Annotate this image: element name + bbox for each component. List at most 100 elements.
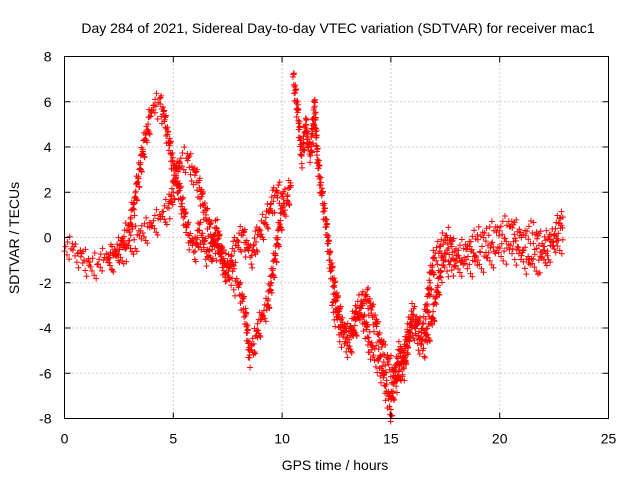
- data-marker: [404, 351, 411, 358]
- data-marker: [280, 195, 287, 202]
- data-marker: [445, 224, 452, 231]
- data-marker: [66, 233, 73, 240]
- data-marker: [213, 257, 220, 264]
- data-point: [427, 279, 434, 286]
- data-marker: [364, 321, 371, 328]
- data-marker: [267, 280, 274, 287]
- axis-tick-labels: 0 5 10 15 20 25 -8 -6 -4 -2 0 2 4 6 8: [39, 49, 616, 447]
- data-marker: [334, 316, 341, 323]
- data-marker: [552, 225, 559, 232]
- data-marker: [119, 235, 126, 242]
- data-marker: [131, 212, 138, 219]
- data-point: [276, 223, 283, 230]
- data-marker: [556, 247, 563, 254]
- data-marker: [228, 252, 235, 259]
- data-marker: [520, 258, 527, 265]
- data-marker: [315, 157, 322, 164]
- data-marker: [317, 179, 324, 186]
- data-marker: [424, 301, 431, 308]
- data-marker: [331, 296, 338, 303]
- data-marker: [256, 332, 263, 339]
- data-point: [272, 252, 279, 259]
- data-marker: [247, 364, 254, 371]
- data-marker: [477, 233, 484, 240]
- data-marker: [493, 229, 500, 236]
- data-marker: [337, 322, 344, 329]
- data-marker: [351, 322, 358, 329]
- data-marker: [172, 178, 179, 185]
- data-marker: [198, 193, 205, 200]
- data-marker: [277, 217, 284, 224]
- data-marker: [523, 271, 530, 278]
- data-marker: [72, 241, 79, 248]
- data-point: [222, 261, 229, 268]
- data-marker: [486, 257, 493, 264]
- data-marker: [171, 196, 178, 203]
- data-marker: [336, 338, 343, 345]
- data-marker: [149, 222, 156, 229]
- data-marker: [512, 235, 519, 242]
- data-marker: [152, 96, 159, 103]
- y-tick-label: 6: [44, 94, 52, 110]
- data-marker: [481, 229, 488, 236]
- data-marker: [232, 292, 239, 299]
- data-marker: [273, 259, 280, 266]
- data-marker: [99, 245, 106, 252]
- data-marker: [387, 352, 394, 359]
- data-marker: [558, 250, 565, 257]
- data-marker: [325, 237, 332, 244]
- chart-title: Day 284 of 2021, Sidereal Day-to-day VTE…: [81, 20, 594, 36]
- data-marker: [514, 243, 521, 250]
- data-marker: [489, 239, 496, 246]
- data-marker: [455, 247, 462, 254]
- data-marker: [197, 219, 204, 226]
- data-marker: [501, 213, 508, 220]
- data-marker: [511, 231, 518, 238]
- data-marker: [406, 328, 413, 335]
- data-marker: [445, 273, 452, 280]
- data-marker: [161, 107, 168, 114]
- data-marker: [429, 314, 436, 321]
- data-marker: [274, 194, 281, 201]
- data-marker: [259, 211, 266, 218]
- data-marker: [117, 241, 124, 248]
- data-marker: [469, 273, 476, 280]
- data-marker: [115, 234, 122, 241]
- data-marker: [184, 157, 191, 164]
- data-marker: [344, 320, 351, 327]
- x-tick-label: 0: [61, 431, 69, 447]
- data-marker: [192, 258, 199, 265]
- data-marker: [276, 179, 283, 186]
- data-marker: [243, 237, 250, 244]
- data-marker: [402, 358, 409, 365]
- data-marker: [107, 262, 114, 269]
- data-marker: [280, 188, 287, 195]
- data-marker: [319, 188, 326, 195]
- data-marker: [416, 351, 423, 358]
- data-marker: [175, 164, 182, 171]
- data-marker: [97, 264, 104, 271]
- data-marker: [444, 268, 451, 275]
- data-marker: [506, 246, 513, 253]
- data-marker: [153, 90, 160, 97]
- data-marker: [368, 346, 375, 353]
- data-point: [274, 189, 281, 196]
- data-marker: [230, 286, 237, 293]
- data-marker: [415, 332, 422, 339]
- data-point: [170, 189, 177, 196]
- data-marker: [510, 238, 517, 245]
- data-marker: [204, 205, 211, 212]
- y-tick-label: -6: [39, 365, 52, 381]
- data-marker: [424, 285, 431, 292]
- data-point: [131, 236, 138, 243]
- data-marker: [450, 272, 457, 279]
- data-marker: [183, 224, 190, 231]
- data-marker: [426, 338, 433, 345]
- data-marker: [270, 265, 277, 272]
- data-point: [255, 327, 262, 334]
- data-marker: [97, 251, 104, 258]
- data-marker: [483, 225, 490, 232]
- data-marker: [458, 273, 465, 280]
- data-marker: [360, 328, 367, 335]
- data-marker: [73, 259, 80, 266]
